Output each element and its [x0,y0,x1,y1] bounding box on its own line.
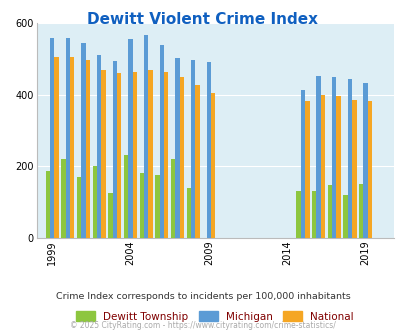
Bar [164,72,168,238]
Bar [81,43,85,238]
Bar [358,184,362,238]
Text: © 2025 CityRating.com - https://www.cityrating.com/crime-statistics/: © 2025 CityRating.com - https://www.city… [70,321,335,330]
Bar [124,155,128,238]
Bar [175,58,179,238]
Bar [320,95,324,238]
Bar [70,57,74,238]
Bar [54,57,59,238]
Bar [305,101,309,238]
Bar [300,90,305,238]
Bar [331,77,336,238]
Bar [195,84,199,238]
Bar [101,70,106,238]
Bar [296,191,300,238]
Bar [367,101,371,238]
Bar [171,159,175,238]
Bar [144,35,148,238]
Bar [315,76,320,238]
Bar [336,96,340,238]
Bar [191,60,195,238]
Legend: Dewitt Township, Michigan, National: Dewitt Township, Michigan, National [72,307,357,326]
Bar [117,73,121,238]
Bar [61,159,66,238]
Bar [132,72,137,238]
Bar [108,193,113,238]
Text: Dewitt Violent Crime Index: Dewitt Violent Crime Index [87,12,318,26]
Bar [327,185,331,238]
Bar [85,59,90,238]
Bar [128,39,132,238]
Bar [343,195,347,238]
Bar [311,191,315,238]
Bar [211,93,215,238]
Bar [347,79,351,238]
Text: Crime Index corresponds to incidents per 100,000 inhabitants: Crime Index corresponds to incidents per… [55,292,350,301]
Bar [206,62,211,238]
Bar [351,100,356,238]
Bar [159,45,164,238]
Bar [66,38,70,238]
Bar [179,77,184,238]
Bar [77,177,81,238]
Bar [92,166,97,238]
Bar [113,61,117,238]
Bar [45,172,50,238]
Bar [148,70,152,238]
Bar [186,187,191,238]
Bar [97,55,101,238]
Bar [362,83,367,238]
Bar [50,38,54,238]
Bar [139,173,144,238]
Bar [155,175,159,238]
